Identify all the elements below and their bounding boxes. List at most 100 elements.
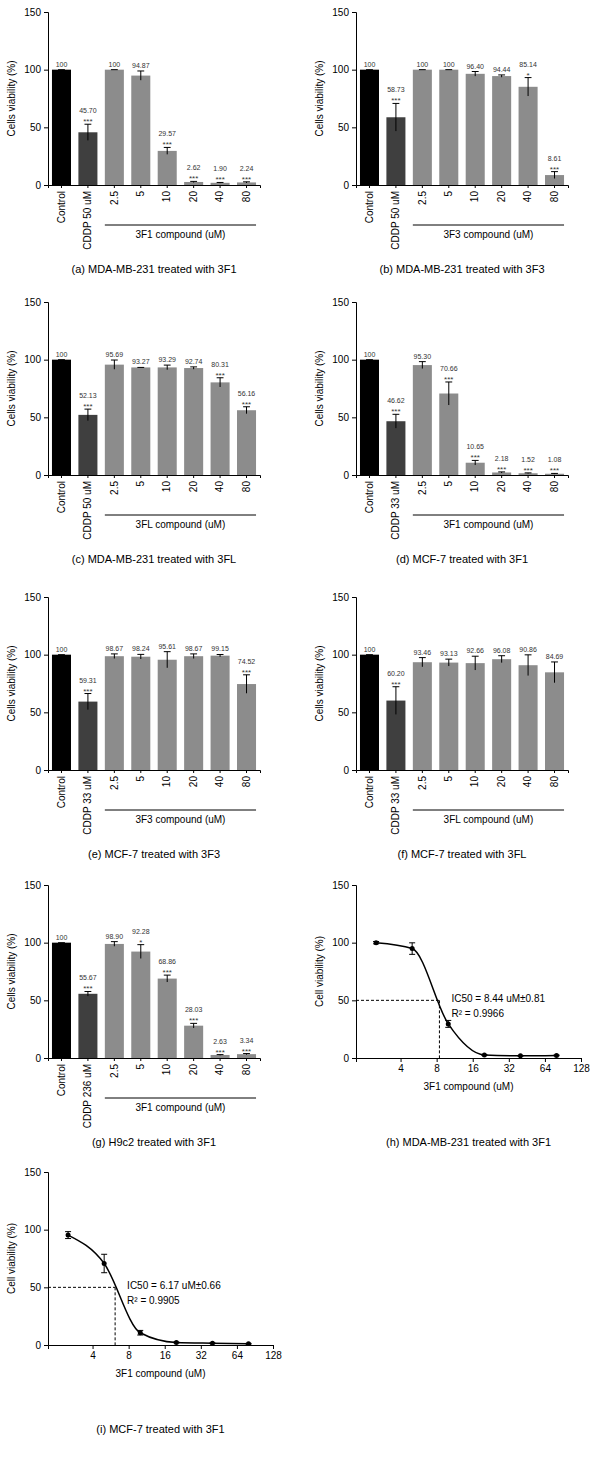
tick-mark <box>44 597 48 598</box>
x-tick: 20 <box>496 475 507 492</box>
data-label: 92.74 <box>185 358 203 365</box>
tick-mark <box>246 1058 247 1061</box>
data-label: 95.61 <box>158 643 176 650</box>
chart: 050100150ControlCDDP 33 uM2.551020408010… <box>6 592 261 860</box>
error-bar <box>58 69 65 70</box>
error-bar <box>190 367 197 369</box>
tick-mark <box>528 770 529 773</box>
x-tick: 10 <box>161 1058 172 1075</box>
data-label: 2.18 <box>495 455 509 462</box>
data-labels: 100***59.3198.6798.2495.6198.6799.15***7… <box>56 643 256 696</box>
bar <box>439 663 458 770</box>
x-tick: Control <box>56 475 67 513</box>
data-labels: 100***55.6798.90*92.28***68.86***28.03**… <box>56 928 254 1057</box>
tick-mark <box>167 185 168 188</box>
error-cap <box>111 69 118 70</box>
tick-mark <box>44 770 48 771</box>
error-line <box>140 71 141 80</box>
tick-label: 0 <box>35 1053 41 1064</box>
x-tick: 4 <box>90 1345 96 1361</box>
data-label: 100 <box>364 61 376 68</box>
y-tick: 100 <box>24 1224 48 1235</box>
error-bar <box>84 694 91 710</box>
y-tick: 150 <box>332 592 356 603</box>
tick-label: 50 <box>30 707 42 718</box>
tick-label: 10 <box>161 1064 172 1076</box>
data-label: 94.44 <box>493 66 511 73</box>
tick-mark <box>167 770 168 773</box>
error-line <box>448 659 449 666</box>
error-bar <box>525 78 532 96</box>
data-label: 59.31 <box>79 677 97 684</box>
error-line <box>475 72 476 77</box>
y-tick: 0 <box>343 1053 356 1064</box>
tick-label: CDDP 33 uM <box>390 776 401 835</box>
tick-mark <box>44 70 48 71</box>
y-tick: 50 <box>30 707 48 718</box>
data-label: 96.40 <box>466 63 484 70</box>
y-tick: 50 <box>30 412 48 423</box>
point <box>410 946 415 951</box>
bar <box>158 979 177 1058</box>
data-label: 74.52 <box>238 658 256 665</box>
significance: *** <box>523 466 532 475</box>
annotation: R² = 0.9966 <box>451 1008 504 1019</box>
x-tick: 10 <box>469 185 480 202</box>
data-label: 55.67 <box>79 974 97 981</box>
data-label: 100 <box>443 61 455 68</box>
significance: *** <box>444 375 453 384</box>
x-tick: 2.5 <box>109 1058 120 1078</box>
x-tick: 10 <box>161 475 172 492</box>
x-tick: 128 <box>265 1345 282 1361</box>
y-tick: 150 <box>24 7 48 18</box>
plot-area <box>52 360 256 475</box>
tick-label: 40 <box>214 191 225 203</box>
tick-label: 150 <box>332 880 349 891</box>
x-axis-title: 3F1 compound (uM) <box>135 229 225 240</box>
error-cap <box>190 653 197 654</box>
tick-mark <box>87 185 88 188</box>
error-cap <box>445 69 452 70</box>
tick-mark <box>422 770 423 773</box>
y-axis-title: Cells viability (%) <box>314 60 325 136</box>
significance: *** <box>471 453 480 462</box>
caption: (d) MCF-7 treated with 3F1 <box>396 553 528 565</box>
bar <box>184 1026 203 1058</box>
bar <box>237 410 256 475</box>
data-label: 93.13 <box>440 650 458 657</box>
error-bar <box>392 687 399 715</box>
tick-label: 80 <box>549 776 560 788</box>
data-label: 95.30 <box>414 353 432 360</box>
bar <box>78 994 97 1058</box>
x-tick: 2.5 <box>109 475 120 495</box>
significance: *** <box>83 984 92 993</box>
tick-label: 8 <box>126 1350 132 1361</box>
panel: 050100150ControlCDDP 50 uM2.551020408010… <box>314 7 569 275</box>
tick-mark <box>369 185 370 188</box>
tick-label: 150 <box>332 7 349 18</box>
tick-label: Control <box>364 481 375 513</box>
x-axis-title: 3F1 compound (uM) <box>423 1081 513 1092</box>
bar <box>360 655 379 770</box>
bar <box>184 368 203 475</box>
error-bar <box>111 69 118 70</box>
y-tick: 150 <box>332 7 356 18</box>
tick-label: 100 <box>24 649 41 660</box>
x-tick: 80 <box>549 770 560 787</box>
x-axis: 48163264128 <box>49 1345 283 1361</box>
error-cap <box>525 654 532 655</box>
x-tick: 10 <box>161 185 172 202</box>
significance: *** <box>497 465 506 474</box>
error-cap <box>419 69 426 70</box>
error-cap <box>137 70 144 71</box>
axis-line <box>352 886 357 1059</box>
x-tick: 2.5 <box>417 185 428 205</box>
plot-area <box>52 70 256 185</box>
bar <box>211 656 230 770</box>
axis-line <box>49 1059 261 1062</box>
tick-mark <box>129 1345 130 1349</box>
tick-label: 20 <box>188 481 199 493</box>
error-cap <box>101 1254 107 1255</box>
plot-area <box>52 652 256 770</box>
y-tick: 50 <box>30 1282 48 1293</box>
